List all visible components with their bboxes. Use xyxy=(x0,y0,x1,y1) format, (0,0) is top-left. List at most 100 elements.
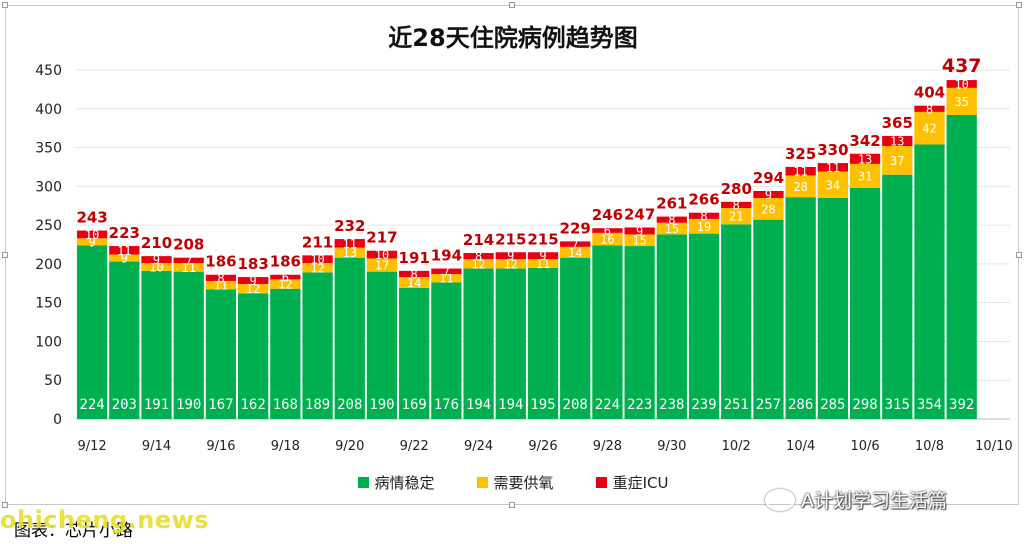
bar-segment-icu xyxy=(656,216,687,223)
resize-handle-top-center[interactable] xyxy=(509,2,515,8)
wechat-icon xyxy=(765,488,795,511)
total-label: 183 xyxy=(237,255,268,273)
total-label: 194 xyxy=(431,247,462,265)
total-label: 342 xyxy=(849,132,880,150)
x-tick-label: 10/10 xyxy=(975,439,1012,454)
segment-label-stable: 257 xyxy=(756,397,781,413)
wechat-brand: A计划学习生活篇 xyxy=(765,486,947,513)
total-label: 191 xyxy=(399,249,430,267)
bar-segment-oxygen xyxy=(785,175,816,198)
segment-label-stable: 195 xyxy=(530,397,555,413)
y-tick-label: 300 xyxy=(35,179,62,195)
legend-item-stable: 病情稳定 xyxy=(357,472,435,493)
segment-label-icu: 8 xyxy=(475,250,482,264)
segment-label-icu: 9 xyxy=(507,249,514,263)
x-tick-label: 10/6 xyxy=(850,439,879,454)
resize-handle-bottom-center[interactable] xyxy=(509,502,515,508)
bar-segment-stable xyxy=(109,261,140,419)
segment-label-oxygen: 14 xyxy=(407,276,421,290)
x-tick-label: 9/24 xyxy=(464,439,493,454)
segment-label-oxygen: 11 xyxy=(214,279,228,293)
total-label: 365 xyxy=(882,114,913,132)
resize-handle-bottom-left[interactable] xyxy=(2,502,8,508)
segment-label-stable: 191 xyxy=(144,397,169,413)
bar-segment-stable xyxy=(205,289,237,419)
segment-label-icu: 8 xyxy=(926,102,933,116)
segment-label-icu: 10 xyxy=(85,228,99,242)
bar-segment-stable xyxy=(527,267,559,419)
x-tick-label: 9/28 xyxy=(593,439,622,454)
bar-segment-icu xyxy=(141,256,172,264)
y-tick-label: 100 xyxy=(35,334,62,350)
legend-swatch-icu xyxy=(595,477,607,488)
segment-label-oxygen: 15 xyxy=(632,234,646,248)
bar-segment-stable xyxy=(849,187,881,419)
segment-label-oxygen: 9 xyxy=(121,252,128,266)
bar-segment-icu xyxy=(495,252,526,260)
total-label: 246 xyxy=(592,206,623,224)
segment-label-icu: 6 xyxy=(604,224,611,238)
bar-segment-icu xyxy=(592,228,623,233)
x-tick-label: 9/12 xyxy=(78,439,107,454)
bar-segment-icu xyxy=(399,270,430,278)
segment-label-icu: 11 xyxy=(826,161,840,175)
segment-label-stable: 285 xyxy=(820,397,845,413)
segment-label-icu: 7 xyxy=(572,238,579,252)
segment-label-stable: 194 xyxy=(466,397,491,413)
bar-segment-stable xyxy=(882,174,913,419)
total-label: 437 xyxy=(942,55,982,77)
segment-label-stable: 223 xyxy=(627,397,652,413)
segment-label-icu: 8 xyxy=(411,267,418,281)
segment-label-icu: 9 xyxy=(153,253,160,267)
bar-segment-stable xyxy=(560,257,591,419)
segment-label-icu: 11 xyxy=(117,244,131,258)
bar-segment-oxygen xyxy=(721,208,752,225)
bar-segment-stable xyxy=(366,271,398,419)
legend-item-icu: 重症ICU xyxy=(595,472,668,493)
bar-segment-stable xyxy=(431,282,462,419)
bar-segment-oxygen xyxy=(882,146,913,175)
total-label: 217 xyxy=(366,229,397,247)
bar-segment-stable xyxy=(914,144,945,419)
total-label: 243 xyxy=(76,209,107,227)
segment-label-oxygen: 11 xyxy=(439,272,453,286)
segment-label-icu: 11 xyxy=(343,237,357,251)
bar-segment-icu xyxy=(173,257,204,264)
total-label: 215 xyxy=(527,230,558,248)
segment-label-oxygen: 13 xyxy=(343,246,357,260)
segment-label-stable: 224 xyxy=(79,397,104,413)
stacked-bar-chart: 0501001502002503003504004502249102432039… xyxy=(35,55,1012,454)
segment-label-oxygen: 35 xyxy=(954,95,968,109)
segment-label-oxygen: 12 xyxy=(246,282,260,296)
total-label: 232 xyxy=(334,217,365,235)
x-tick-label: 9/22 xyxy=(400,439,429,454)
resize-handle-top-right[interactable] xyxy=(1016,2,1022,8)
bar-segment-stable xyxy=(463,268,494,419)
x-tick-label: 10/8 xyxy=(915,439,944,454)
resize-handle-right-center[interactable] xyxy=(1016,252,1022,258)
chart-legend: 病情稳定 需要供氧 重症ICU xyxy=(0,472,1026,493)
total-label: 280 xyxy=(721,180,752,198)
bar-segment-oxygen xyxy=(141,263,172,271)
x-tick-label: 9/26 xyxy=(528,439,557,454)
segment-label-icu: 11 xyxy=(793,165,807,179)
bar-segment-oxygen xyxy=(399,277,430,288)
segment-label-icu: 10 xyxy=(375,248,389,262)
bar-segment-oxygen xyxy=(495,259,526,269)
resize-handle-left-center[interactable] xyxy=(2,252,8,258)
bar-segment-oxygen xyxy=(109,254,140,262)
segment-label-oxygen: 15 xyxy=(665,222,679,236)
total-label: 247 xyxy=(624,205,655,223)
segment-label-oxygen: 12 xyxy=(310,261,324,275)
bar-segment-oxygen xyxy=(527,259,559,268)
bar-segment-icu xyxy=(817,163,848,172)
segment-label-icu: 8 xyxy=(700,209,707,223)
bar-segment-icu xyxy=(463,253,494,260)
bar-segment-oxygen xyxy=(366,258,398,272)
bar-segment-oxygen xyxy=(463,259,494,269)
segment-label-stable: 189 xyxy=(305,397,330,413)
bar-segment-stable xyxy=(624,246,655,419)
segment-label-oxygen: 28 xyxy=(793,180,807,194)
bar-segment-icu xyxy=(785,166,816,176)
resize-handle-top-left[interactable] xyxy=(2,2,8,8)
